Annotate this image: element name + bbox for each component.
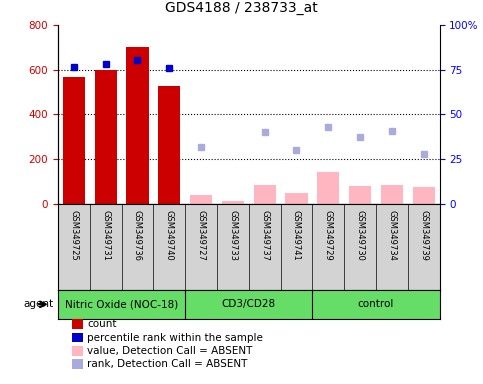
Text: GSM349730: GSM349730 — [355, 210, 365, 261]
Text: control: control — [358, 299, 394, 310]
Text: agent: agent — [23, 299, 53, 310]
Text: GSM349739: GSM349739 — [419, 210, 428, 261]
Text: percentile rank within the sample: percentile rank within the sample — [87, 333, 263, 343]
Text: GSM349729: GSM349729 — [324, 210, 333, 261]
Text: rank, Detection Call = ABSENT: rank, Detection Call = ABSENT — [87, 359, 247, 369]
Text: CD3/CD28: CD3/CD28 — [222, 299, 276, 310]
Text: Nitric Oxide (NOC-18): Nitric Oxide (NOC-18) — [65, 299, 178, 310]
Bar — [222, 201, 244, 204]
Bar — [285, 194, 308, 204]
Bar — [127, 47, 149, 204]
Text: GSM349727: GSM349727 — [197, 210, 206, 261]
Text: GDS4188 / 238733_at: GDS4188 / 238733_at — [165, 2, 318, 15]
Bar — [317, 172, 340, 204]
Text: GSM349740: GSM349740 — [165, 210, 174, 261]
Text: GSM349737: GSM349737 — [260, 210, 269, 262]
Text: value, Detection Call = ABSENT: value, Detection Call = ABSENT — [87, 346, 252, 356]
Text: GSM349734: GSM349734 — [387, 210, 397, 261]
Text: GSM349733: GSM349733 — [228, 210, 237, 262]
Bar — [349, 186, 371, 204]
Bar — [254, 185, 276, 204]
Text: GSM349736: GSM349736 — [133, 210, 142, 262]
Text: GSM349731: GSM349731 — [101, 210, 110, 261]
Bar — [412, 187, 435, 204]
Text: GSM349725: GSM349725 — [70, 210, 78, 261]
Text: GSM349741: GSM349741 — [292, 210, 301, 261]
Bar — [158, 86, 180, 204]
Bar — [63, 78, 85, 204]
Bar — [190, 195, 212, 204]
Text: count: count — [87, 319, 116, 329]
Bar — [95, 70, 117, 204]
Bar — [381, 185, 403, 204]
